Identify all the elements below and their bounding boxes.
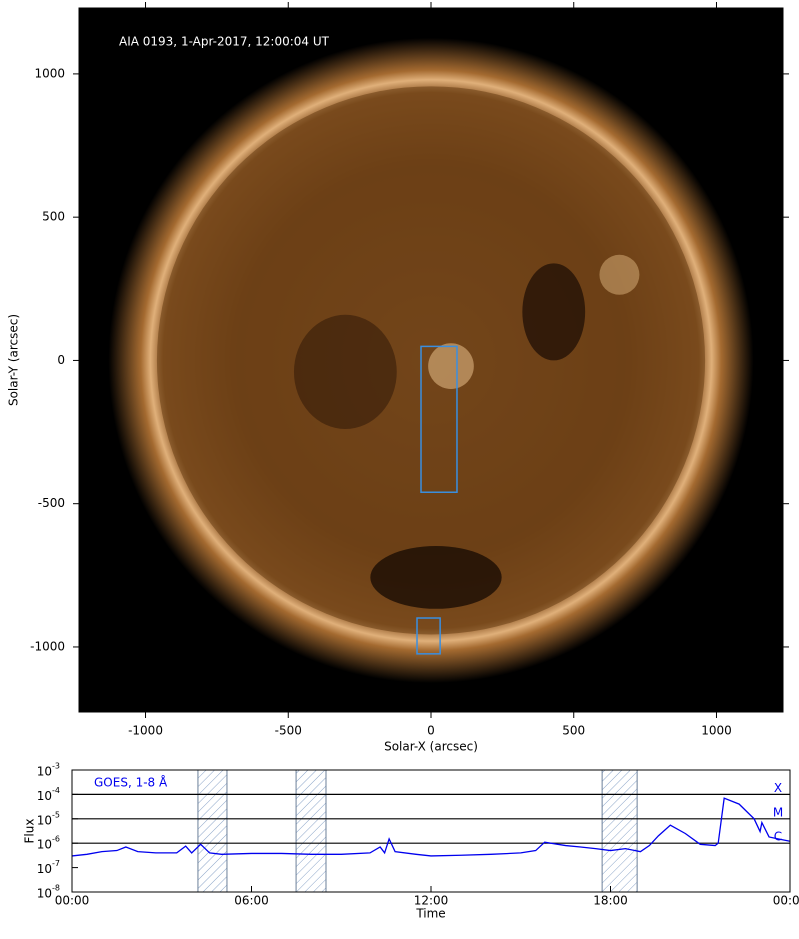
flux-line <box>71 797 791 857</box>
y-tick-label: 500 <box>42 210 65 224</box>
x-tick-label: -500 <box>275 724 302 738</box>
y-tick-label: 10 <box>37 789 52 803</box>
flare-level-label: M <box>773 805 783 819</box>
y-tick-exponent: -6 <box>52 835 60 844</box>
coronal-hole <box>370 545 502 609</box>
y-tick-exponent: -3 <box>52 762 60 771</box>
solar-image <box>108 37 754 684</box>
y-tick-label: 10 <box>37 862 52 876</box>
y-tick-exponent: -8 <box>52 884 60 893</box>
y-tick-label: -1000 <box>30 639 65 653</box>
flare-level-label: X <box>774 781 782 795</box>
x-tick-label: 0 <box>427 724 435 738</box>
y-tick-label: -500 <box>38 496 65 510</box>
y-tick-exponent: -7 <box>52 859 60 868</box>
x-tick-label: 06:00 <box>234 894 269 908</box>
shaded-interval <box>197 769 228 893</box>
y-tick-label: 0 <box>57 353 65 367</box>
y-tick-label: 1000 <box>34 66 65 80</box>
x-tick-label: 18:00 <box>593 894 628 908</box>
x-axis-label: Solar-X (arcsec) <box>384 740 478 754</box>
x-tick-label: 1000 <box>701 724 732 738</box>
active-region <box>428 343 474 389</box>
y-tick-exponent: -5 <box>52 810 60 819</box>
y-tick-label: 10 <box>37 887 52 901</box>
coronal-hole <box>522 263 586 361</box>
plot-area <box>72 770 790 892</box>
legend-label: GOES, 1-8 Å <box>94 775 168 790</box>
x-tick-label: 500 <box>562 724 585 738</box>
y-tick-exponent: -4 <box>52 786 60 795</box>
x-tick-label: -1000 <box>128 724 163 738</box>
coronal-hole <box>293 314 397 429</box>
y-axis-label: Solar-Y (arcsec) <box>7 314 21 406</box>
active-region <box>599 254 640 295</box>
x-tick-label: 00:00 <box>773 894 799 908</box>
flare-level-label: C <box>774 830 782 844</box>
x-tick-label: 12:00 <box>414 894 449 908</box>
y-tick-label: 10 <box>37 813 52 827</box>
region-box <box>416 617 441 655</box>
x-axis-label: Time <box>415 907 445 921</box>
shaded-interval <box>601 769 638 893</box>
y-axis-label: Flux <box>23 819 37 844</box>
y-tick-label: 10 <box>37 838 52 852</box>
annotation: AIA 0193, 1-Apr-2017, 12:00:04 UT <box>119 35 330 49</box>
region-box <box>420 345 458 493</box>
shaded-interval <box>295 769 327 893</box>
y-tick-label: 10 <box>37 765 52 779</box>
x-tick-label: 00:00 <box>55 894 90 908</box>
